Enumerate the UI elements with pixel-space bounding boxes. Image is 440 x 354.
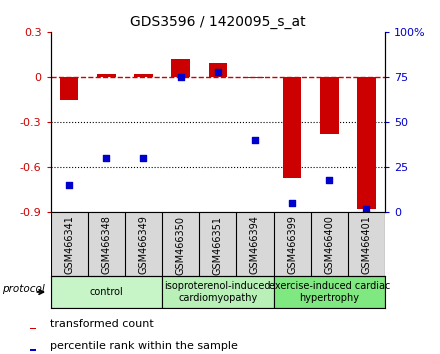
- Bar: [274, 276, 385, 308]
- Bar: [30, 328, 36, 329]
- Point: [177, 74, 184, 80]
- Text: percentile rank within the sample: percentile rank within the sample: [50, 341, 238, 350]
- Point: [363, 206, 370, 212]
- Text: GSM466401: GSM466401: [361, 216, 371, 274]
- Point: [251, 137, 258, 143]
- Text: GSM466349: GSM466349: [139, 216, 148, 274]
- Bar: [320, 77, 338, 134]
- Bar: [30, 349, 36, 350]
- Text: GSM466351: GSM466351: [213, 216, 223, 275]
- Bar: [97, 74, 116, 77]
- Point: [214, 69, 221, 74]
- Bar: [246, 77, 264, 79]
- Point: [326, 177, 333, 183]
- Bar: [51, 276, 162, 308]
- Text: GSM466348: GSM466348: [101, 216, 111, 274]
- Bar: [357, 77, 376, 209]
- Bar: [162, 276, 274, 308]
- Point: [140, 155, 147, 161]
- Text: exercise-induced cardiac
hypertrophy: exercise-induced cardiac hypertrophy: [268, 281, 390, 303]
- Text: GSM466350: GSM466350: [176, 216, 186, 275]
- Bar: [60, 77, 78, 100]
- Bar: [283, 77, 301, 178]
- Text: GSM466399: GSM466399: [287, 216, 297, 274]
- Bar: [134, 74, 153, 77]
- Text: GSM466400: GSM466400: [324, 216, 334, 274]
- Bar: [171, 59, 190, 77]
- Text: protocol: protocol: [3, 284, 45, 294]
- Text: isoproterenol-induced
cardiomyopathy: isoproterenol-induced cardiomyopathy: [165, 281, 271, 303]
- Point: [289, 200, 296, 206]
- Title: GDS3596 / 1420095_s_at: GDS3596 / 1420095_s_at: [130, 16, 306, 29]
- Point: [103, 155, 110, 161]
- Bar: [209, 63, 227, 77]
- Point: [66, 183, 73, 188]
- Text: GSM466341: GSM466341: [64, 216, 74, 274]
- Text: transformed count: transformed count: [50, 319, 154, 329]
- Text: GSM466394: GSM466394: [250, 216, 260, 274]
- Text: control: control: [89, 287, 123, 297]
